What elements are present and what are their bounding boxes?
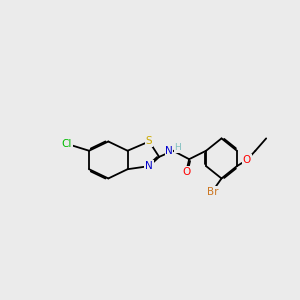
- Text: O: O: [243, 155, 251, 165]
- Text: S: S: [146, 136, 152, 146]
- Text: N: N: [165, 146, 173, 156]
- Text: O: O: [182, 167, 190, 177]
- Text: H: H: [174, 143, 181, 152]
- Text: Cl: Cl: [61, 139, 72, 149]
- Text: Br: Br: [206, 187, 218, 196]
- Text: N: N: [145, 161, 153, 171]
